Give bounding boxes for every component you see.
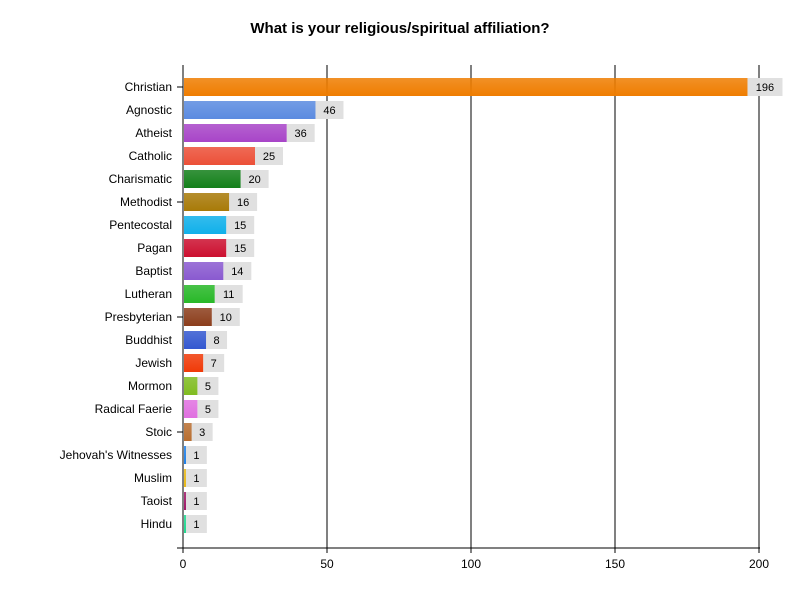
category-label: Radical Faerie (95, 402, 173, 416)
category-label: Methodist (120, 195, 173, 209)
data-label: 1 (193, 496, 199, 508)
category-label: Atheist (135, 126, 172, 140)
data-label-box (185, 469, 207, 487)
data-label-box (206, 331, 228, 349)
bar (184, 170, 241, 188)
bar (184, 124, 287, 142)
category-label: Lutheran (125, 287, 172, 301)
category-label: Taoist (141, 494, 173, 508)
data-label: 36 (295, 128, 307, 140)
category-label: Pentecostal (109, 218, 172, 232)
data-label: 15 (234, 220, 246, 232)
category-label: Hindu (141, 517, 172, 531)
data-label: 1 (193, 450, 199, 462)
data-label-box (191, 423, 213, 441)
x-tick-label: 150 (605, 557, 625, 571)
bar (184, 239, 227, 257)
bar (184, 446, 186, 464)
data-label-box (286, 124, 315, 142)
category-label: Charismatic (109, 172, 172, 186)
x-tick-label: 200 (749, 557, 769, 571)
data-label-box (203, 354, 225, 372)
bar (184, 285, 215, 303)
data-label-box (214, 285, 243, 303)
data-label-box (315, 101, 344, 119)
bar (184, 262, 224, 280)
data-label: 20 (248, 174, 260, 186)
data-label: 46 (323, 105, 335, 117)
data-label: 3 (199, 427, 205, 439)
data-label: 196 (756, 82, 774, 94)
data-label-box (197, 400, 219, 418)
x-tick-label: 0 (180, 557, 187, 571)
category-label: Baptist (135, 264, 172, 278)
bar (184, 354, 204, 372)
data-label-box (185, 446, 207, 464)
data-label-box (240, 170, 269, 188)
data-label-box (211, 308, 240, 326)
data-label-box (197, 377, 219, 395)
bar (184, 492, 186, 510)
data-label-box (185, 515, 207, 533)
data-label: 16 (237, 197, 249, 209)
bar (184, 469, 186, 487)
category-label: Agnostic (126, 103, 172, 117)
bar (184, 423, 192, 441)
x-tick-label: 50 (320, 557, 334, 571)
data-label: 5 (205, 381, 211, 393)
data-label: 10 (220, 312, 232, 324)
data-label: 7 (211, 358, 217, 370)
category-label: Pagan (137, 241, 172, 255)
data-label-box (226, 239, 255, 257)
data-label: 1 (193, 473, 199, 485)
bar (184, 400, 198, 418)
data-label-box (747, 78, 783, 96)
category-label: Presbyterian (105, 310, 172, 324)
data-label: 8 (213, 335, 219, 347)
bar (184, 78, 748, 96)
bar (184, 147, 255, 165)
bar (184, 331, 207, 349)
data-label-box (229, 193, 258, 211)
bar (184, 216, 227, 234)
category-label: Stoic (145, 425, 172, 439)
bar (184, 377, 198, 395)
chart-title: What is your religious/spiritual affilia… (250, 20, 549, 37)
category-label: Jehovah's Witnesses (60, 448, 172, 462)
data-label-box (255, 147, 283, 165)
category-label: Jewish (135, 356, 172, 370)
data-label: 5 (205, 404, 211, 416)
data-label: 15 (234, 243, 246, 255)
data-label: 11 (223, 289, 234, 301)
category-label: Christian (125, 80, 172, 94)
bar (184, 193, 230, 211)
data-label-box (226, 216, 255, 234)
bar (184, 515, 186, 533)
bar (184, 308, 212, 326)
x-tick-label: 100 (461, 557, 481, 571)
category-label: Buddhist (125, 333, 172, 347)
bar (184, 101, 316, 119)
data-label-box (185, 492, 207, 510)
data-label-box (223, 262, 252, 280)
data-label: 14 (231, 266, 243, 278)
category-label: Catholic (129, 149, 172, 163)
category-label: Muslim (134, 471, 172, 485)
data-label: 25 (263, 151, 275, 163)
category-label: Mormon (128, 379, 172, 393)
data-label: 1 (193, 519, 199, 531)
